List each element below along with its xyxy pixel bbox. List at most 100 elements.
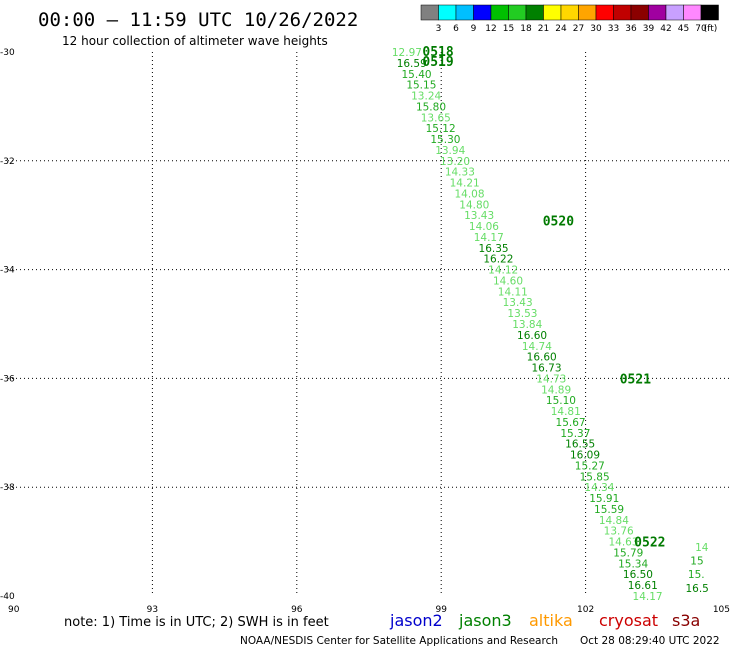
- wave-height-value: 16.61: [628, 580, 658, 592]
- legend-value: 70: [695, 24, 707, 34]
- wave-height-value: 14.60: [493, 275, 523, 287]
- wave-height-value: 16.5: [685, 583, 708, 595]
- legend-swatch: [578, 4, 597, 21]
- wave-height-observations: 12.9716.5915.4015.1513.2415.8013.6515.12…: [392, 47, 709, 603]
- satellite-cryosat: cryosat: [599, 611, 658, 630]
- legend-swatch: [630, 4, 649, 21]
- wave-height-value: 16.22: [483, 254, 513, 266]
- wave-height-value: 12.97: [392, 47, 422, 59]
- wave-height-value: 15.12: [426, 123, 456, 135]
- legend-value: 12: [485, 24, 496, 34]
- wave-height-value: 16.50: [623, 569, 653, 581]
- satellite-legend: jason2 jason3 altika cryosat s3a: [389, 611, 700, 630]
- wave-height-value: 15.27: [575, 460, 605, 472]
- wave-height-value: 14.12: [488, 265, 518, 277]
- wave-height-value: 13.76: [604, 526, 634, 538]
- wave-height-value: 14.17: [474, 232, 504, 244]
- wave-height-value: 15.59: [594, 504, 624, 516]
- legend-value: 15: [503, 24, 514, 34]
- lon-tick-label: 102: [577, 605, 594, 615]
- wave-height-value: 15.40: [402, 69, 432, 81]
- wave-height-value: 16.60: [527, 352, 557, 364]
- legend-swatch: [613, 4, 632, 21]
- legend-swatch: [665, 4, 684, 21]
- legend-value: 42: [660, 24, 671, 34]
- wave-height-value: 16.35: [479, 243, 509, 255]
- legend-swatch: [543, 4, 562, 21]
- wave-height-value: 15.15: [406, 80, 436, 92]
- legend-value: 27: [573, 24, 584, 34]
- wave-height-value: 15: [690, 556, 703, 568]
- wave-height-value: 14.08: [454, 188, 484, 200]
- lon-tick-label: 99: [435, 605, 447, 615]
- pass-id-label: 0518: [422, 45, 453, 60]
- satellite-jason2: jason2: [389, 611, 443, 630]
- legend-swatch: [525, 4, 544, 21]
- lon-tick-label: 96: [291, 605, 303, 615]
- wave-height-value: 14.74: [522, 341, 552, 353]
- lon-tick-label: 105: [713, 605, 730, 615]
- wave-height-value: 15.80: [416, 101, 446, 113]
- satellite-jason3: jason3: [458, 611, 512, 630]
- pass-id-label: 0519: [422, 55, 453, 70]
- wave-height-value: 14.73: [536, 373, 566, 385]
- legend-swatch: [490, 4, 509, 21]
- wave-height-value: 13.43: [464, 210, 494, 222]
- lat-tick-label: -36: [0, 374, 15, 384]
- legend-swatch: [438, 4, 457, 21]
- wave-height-value: 15.10: [546, 395, 576, 407]
- map-ticks: 90 93 96 99 102 105 -30 -32 -34 -36 -38 -40: [0, 48, 730, 615]
- wave-height-value: 14.34: [584, 482, 614, 494]
- wave-height-value: 16.55: [565, 439, 595, 451]
- legend-swatch: [420, 4, 439, 21]
- wave-height-value: 13.94: [435, 145, 465, 157]
- legend-value: 36: [625, 24, 637, 34]
- lat-tick-label: -34: [0, 266, 15, 276]
- wave-height-value: 15.67: [556, 417, 586, 429]
- wave-height-value: 14.81: [551, 406, 581, 418]
- legend-unit: (ft): [704, 24, 718, 34]
- wave-height-value: 14.06: [469, 221, 499, 233]
- wave-height-value: 15.: [688, 569, 705, 581]
- legend-value: 18: [520, 24, 532, 34]
- wave-height-value: 15.91: [589, 493, 619, 505]
- color-legend: 3 6 9 12 15 18 21 24 27 30 33 36 39 42 45 70(ft): [420, 4, 719, 34]
- wave-height-value: 16.09: [570, 450, 600, 462]
- wave-height-value: 13.84: [512, 319, 542, 331]
- lat-tick-label: -40: [0, 592, 15, 602]
- wave-height-value: 13.24: [411, 91, 441, 103]
- wave-height-value: 15.85: [580, 471, 610, 483]
- legend-value: 6: [453, 24, 459, 34]
- credit-text: NOAA/NESDIS Center for Satellite Applica…: [240, 635, 558, 647]
- wave-height-value: 14.80: [459, 199, 489, 211]
- wave-height-value: 14.33: [445, 167, 475, 179]
- legend-swatch: [473, 4, 492, 21]
- lon-tick-label: 93: [147, 605, 158, 615]
- legend-swatch: [683, 4, 702, 21]
- legend-value: 3: [436, 24, 442, 34]
- legend-value: 21: [538, 24, 549, 34]
- wave-height-value: 13.20: [440, 156, 470, 168]
- wave-height-value: 14.17: [633, 591, 663, 603]
- legend-value: 39: [643, 24, 655, 34]
- legend-swatch: [508, 4, 527, 21]
- legend-swatch: [455, 4, 474, 21]
- legend-value: 33: [608, 24, 619, 34]
- wave-height-value: 14.84: [599, 515, 629, 527]
- lon-tick-label: 90: [8, 605, 20, 615]
- lat-tick-label: -38: [0, 483, 15, 493]
- satellite-s3a: s3a: [672, 611, 700, 630]
- wave-height-value: 13.53: [507, 308, 537, 320]
- legend-value: 45: [678, 24, 689, 34]
- legend-swatch: [700, 4, 719, 21]
- wave-height-value: 14.63: [608, 537, 638, 549]
- wave-height-value: 16.59: [397, 58, 427, 70]
- page-title: 00:00 – 11:59 UTC 10/26/2022: [38, 9, 358, 31]
- legend-value: 9: [471, 24, 477, 34]
- wave-height-value: 16.73: [531, 363, 561, 375]
- legend-value: 30: [590, 24, 602, 34]
- wave-height-value: 15.37: [560, 428, 590, 440]
- wave-height-value: 15.34: [618, 558, 648, 570]
